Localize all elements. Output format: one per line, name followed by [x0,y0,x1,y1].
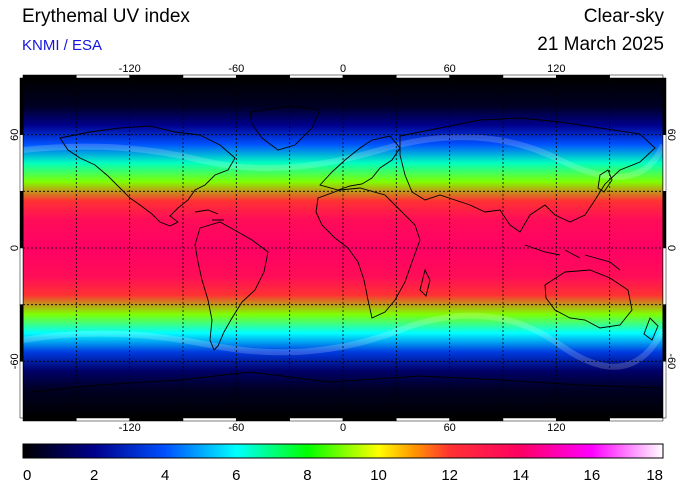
frame-segment [502,417,557,422]
colorbar-ticks: 0 2 4 6 8 10 12 14 16 18 [23,467,663,484]
lon-tick-top-minus120: -120 [119,63,141,75]
lon-tick-bottom-0: 0 [340,422,346,434]
coastline-asia [399,117,656,233]
colorbar-tick-label: 8 [303,467,311,484]
map-border-checker [19,74,667,422]
frame-segment [556,417,610,422]
frame-segment [449,417,504,422]
frame-segment [236,417,290,422]
lat-tick-left-minus60: -60 [9,353,21,369]
colorbar-tick-label: 18 [646,467,663,484]
lat-ticks-left: 60 0 -60 [9,129,21,370]
sky-mode-label: Clear-sky [583,6,664,27]
frame-segment [662,247,667,305]
lon-tick-bottom-minus60: -60 [228,422,244,434]
frame-segment [22,417,77,422]
coastline-antarctica [29,371,661,393]
frame-segment [22,74,77,79]
colorbar-tick-label: 16 [584,467,601,484]
colorbar-tick-label: 2 [90,467,98,484]
frame-segment [609,417,664,422]
lon-ticks-bottom: -120 -60 0 60 120 [119,422,566,434]
data-source-label: KNMI / ESA [22,37,103,54]
colorbar-tick-label: 4 [161,467,169,484]
colorbar-bar [22,443,664,459]
page-title: Erythemal UV index [22,6,190,27]
frame-segment [19,304,24,362]
lat-ticks-right: 60 0 -60 [665,129,677,370]
lat-tick-left-0: 0 [9,245,21,251]
frame-segment [76,74,130,79]
colorbar-tick-label: 0 [23,467,31,484]
frame-segment [129,74,184,79]
lat-tick-right-60: 60 [665,129,677,141]
colorbar-tick-label: 14 [512,467,529,484]
lat-tick-right-minus60: -60 [665,353,677,369]
lon-tick-top-60: 60 [444,63,456,75]
lon-tick-top-120: 120 [547,63,565,75]
lon-tick-top-0: 0 [340,63,346,75]
frame-segment [76,417,130,422]
lat-tick-right-0: 0 [665,245,677,251]
graticule [23,78,663,418]
map-panel [19,74,667,422]
coastline-caribbean [194,209,224,221]
coastline-greenland [249,105,321,151]
lon-ticks-top: -120 -60 0 60 120 [119,63,566,75]
frame-segment [19,77,24,135]
coastline-japan [597,169,613,193]
colorbar: 0 2 4 6 8 10 12 14 16 18 [22,443,664,484]
frame-segment [609,74,664,79]
frame-segment [236,74,290,79]
frame-segment [662,361,667,419]
frame-segment [662,134,667,192]
frame-segment [342,417,397,422]
coastline-north-america [59,125,236,227]
coastlines [29,105,661,393]
colorbar-tick-label: 12 [441,467,458,484]
lon-tick-bottom-60: 60 [444,422,456,434]
date-label: 21 March 2025 [537,34,664,55]
frame-segment [556,74,610,79]
frame-segment [289,417,344,422]
lon-tick-bottom-minus120: -120 [119,422,141,434]
lat-tick-left-60: 60 [9,129,21,141]
frame-segment [396,417,450,422]
frame-segment [182,74,237,79]
coastline-madagascar [419,268,431,297]
frame-segment [289,74,344,79]
frame-segment [129,417,184,422]
colorbar-tick-label: 10 [370,467,387,484]
coastline-africa [315,187,421,319]
colorbar-tick-label: 6 [232,467,240,484]
frame-segment [502,74,557,79]
frame-segment [19,361,24,419]
frame-segment [449,74,504,79]
frame-segment [662,191,667,249]
coastline-new-zealand [643,317,659,341]
frame-segment [342,74,397,79]
texture-overlay [23,134,663,370]
frame-segment [19,191,24,249]
coastline-australia [544,269,633,329]
lon-tick-top-minus60: -60 [228,63,244,75]
frame-segment [19,134,24,192]
frame-segment [396,74,450,79]
coastline-south-america [194,221,269,351]
lon-tick-bottom-120: 120 [547,422,565,434]
frame-segment [182,417,237,422]
frame-segment [19,247,24,305]
frame-segment [662,77,667,135]
